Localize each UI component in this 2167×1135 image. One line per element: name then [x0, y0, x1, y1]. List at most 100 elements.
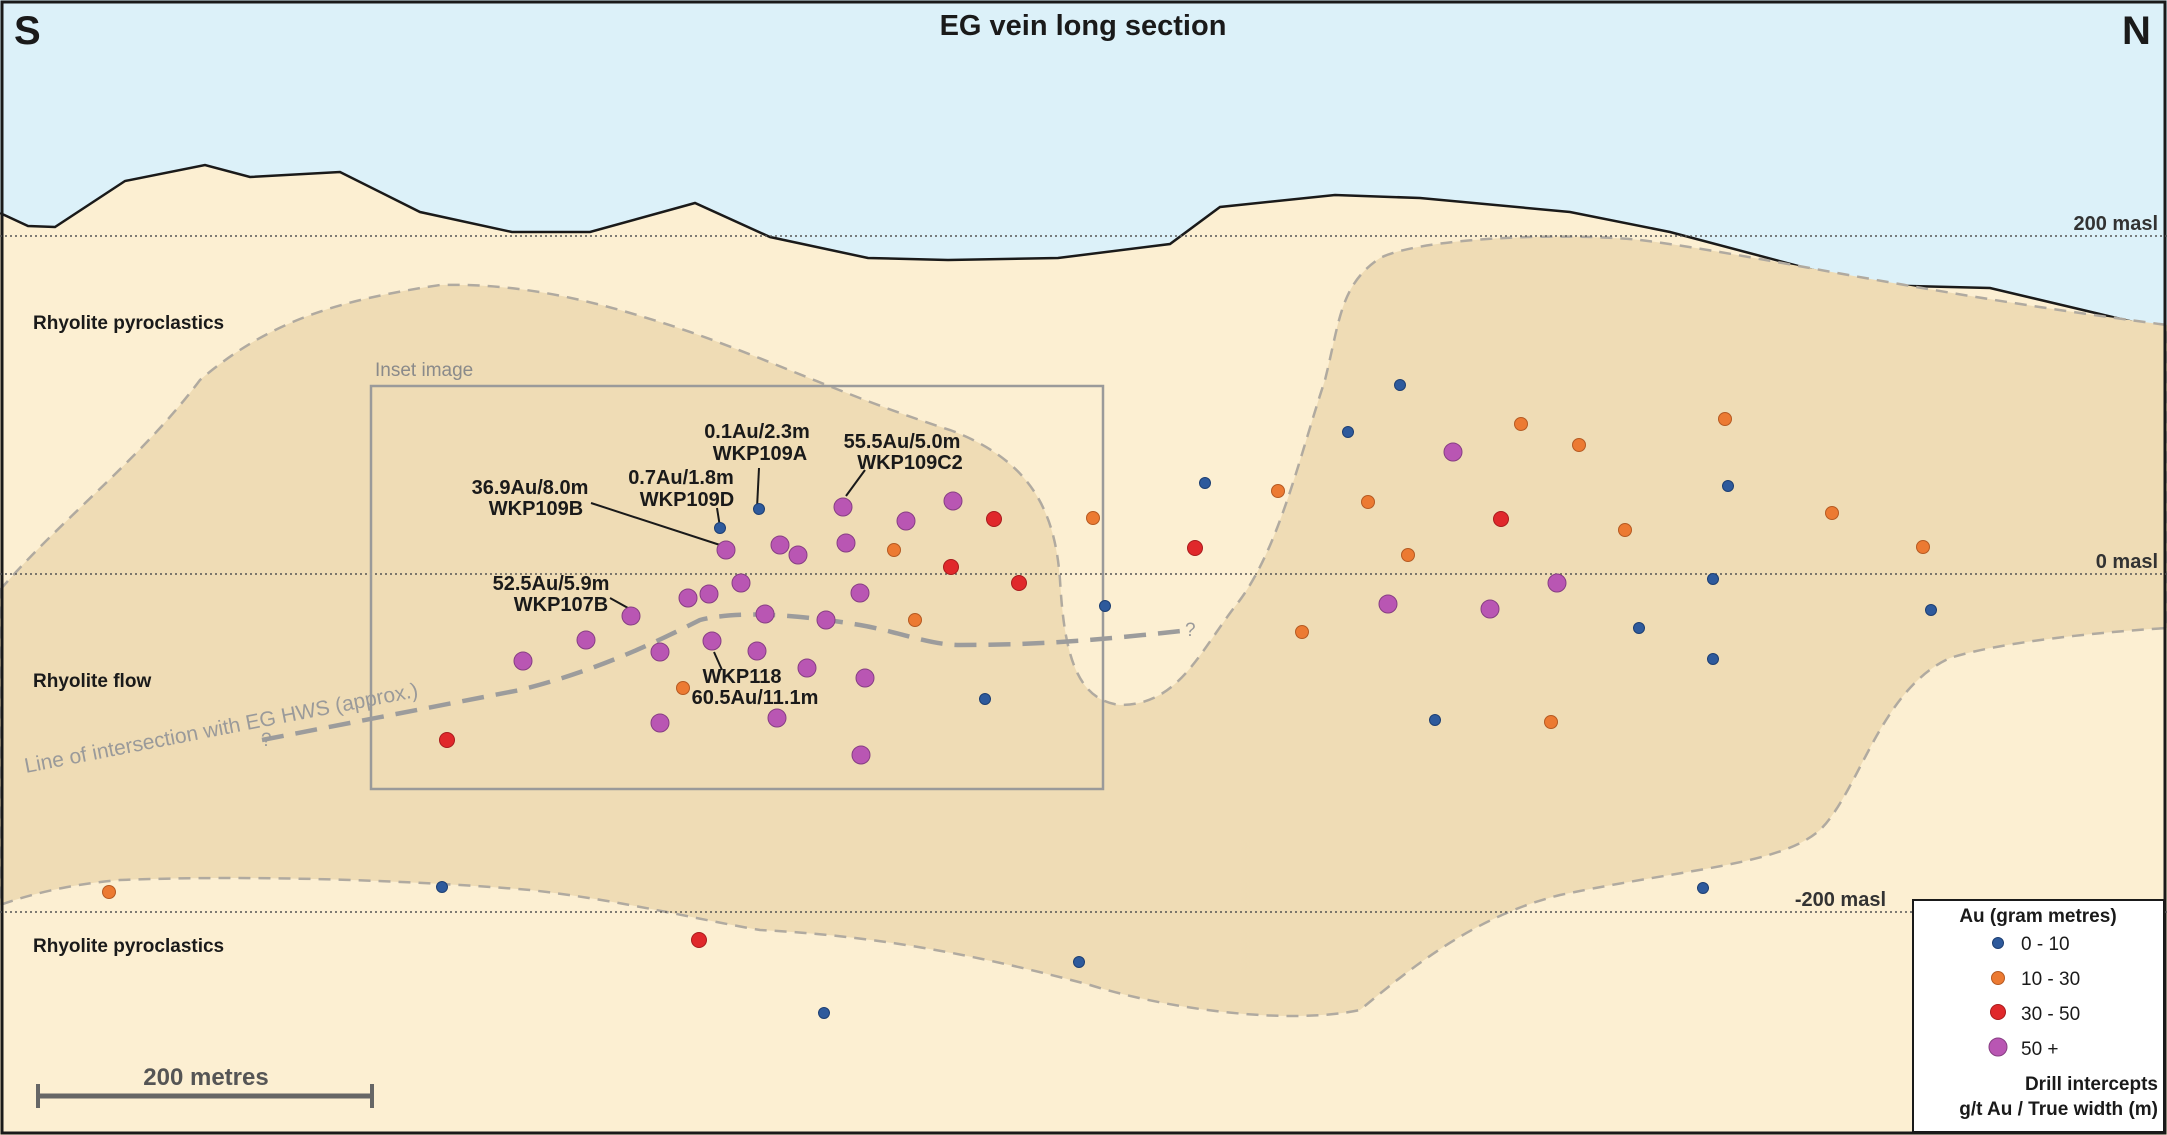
- rhyolite-flow-zone: [0, 235, 2167, 1018]
- intercept-marker-10-30: [887, 543, 901, 557]
- leader-wkp118: [713, 651, 723, 671]
- legend-label-10-30: 10 - 30: [2021, 969, 2080, 990]
- intercept-marker-50-plus: [678, 588, 698, 608]
- intercept-marker-10-30: [1544, 715, 1558, 729]
- intercept-marker-50-plus: [767, 708, 787, 728]
- intercept-marker-30-50: [943, 559, 959, 575]
- intercept-marker-30-50: [1011, 575, 1027, 591]
- intercept-marker-30-50: [1187, 540, 1203, 556]
- scale-bar: 200 metres: [36, 1064, 374, 1108]
- intercept-marker-50-plus: [1378, 594, 1398, 614]
- unit-label-middle: Rhyolite flow: [33, 671, 151, 692]
- figure-title: EG vein long section: [940, 10, 1227, 42]
- intercept-marker-0-10: [1429, 714, 1441, 726]
- intercept-marker-50-plus: [797, 658, 817, 678]
- callout-intercept: 36.9Au/8.0m: [472, 477, 589, 499]
- intercept-marker-0-10: [1199, 477, 1211, 489]
- intercept-marker-50-plus: [770, 535, 790, 555]
- intercept-marker-50-plus: [896, 511, 916, 531]
- unit-label-lower: Rhyolite pyroclastics: [33, 936, 224, 957]
- intercept-marker-30-50: [986, 511, 1002, 527]
- legend-title: Au (gram metres): [1959, 906, 2116, 927]
- intercept-marker-10-30: [676, 681, 690, 695]
- callout-wkp107b: 52.5Au/5.9m WKP107B: [493, 573, 610, 616]
- intercept-marker-50-plus: [747, 641, 767, 661]
- callout-hole: WKP109A: [713, 443, 807, 465]
- intercept-marker-0-10: [714, 522, 726, 534]
- intercept-marker-0-10: [1342, 426, 1354, 438]
- intercept-marker-0-10: [1925, 604, 1937, 616]
- intercept-marker-10-30: [1271, 484, 1285, 498]
- leader-wkp109c2: [845, 469, 866, 497]
- legend-label-50-plus: 50 +: [2021, 1039, 2059, 1060]
- leader-wkp109b: [590, 502, 721, 546]
- intercept-marker-50-plus: [850, 583, 870, 603]
- legend-footer-2: g/t Au / True width (m): [1959, 1099, 2158, 1120]
- intercept-marker-30-50: [1493, 511, 1509, 527]
- intercept-marker-0-10: [1707, 653, 1719, 665]
- leader-wkp107b: [609, 597, 629, 609]
- intercept-marker-10-30: [1401, 548, 1415, 562]
- intercept-marker-10-30: [1514, 417, 1528, 431]
- elevation-label-minus-200: -200 masl: [1795, 889, 1886, 911]
- inset-rectangle: [369, 384, 1105, 791]
- intercept-marker-50-plus: [855, 668, 875, 688]
- intercept-marker-50-plus: [699, 584, 719, 604]
- legend-swatch-0-10: [1992, 937, 2004, 949]
- compass-north: N: [2122, 9, 2151, 53]
- intercept-marker-50-plus: [1547, 573, 1567, 593]
- intercept-marker-10-30: [1825, 506, 1839, 520]
- callout-intercept: 55.5Au/5.0m: [844, 431, 961, 453]
- intercept-marker-50-plus: [1480, 599, 1500, 619]
- intercept-marker-50-plus: [702, 631, 722, 651]
- intercept-marker-0-10: [1697, 882, 1709, 894]
- legend: Au (gram metres) 0 - 10 10 - 30 30 - 50 …: [1912, 899, 2165, 1133]
- topography-line: [0, 163, 2167, 332]
- hws-intersection-line: [261, 612, 1191, 743]
- intercept-marker-0-10: [436, 881, 448, 893]
- callout-intercept: 60.5Au/11.1m: [692, 687, 819, 709]
- elevation-label-200: 200 masl: [2073, 213, 2158, 235]
- callout-wkp118: WKP118 60.5Au/11.1m: [692, 666, 819, 709]
- intercept-marker-50-plus: [833, 497, 853, 517]
- legend-swatch-50-plus: [1988, 1037, 2008, 1057]
- callout-hole: WKP109C2: [857, 452, 963, 474]
- legend-label-0-10: 0 - 10: [2021, 934, 2070, 955]
- intercept-marker-10-30: [1618, 523, 1632, 537]
- intercept-marker-50-plus: [621, 606, 641, 626]
- intercept-marker-50-plus: [788, 545, 808, 565]
- inset-label: Inset image: [375, 360, 473, 381]
- callout-intercept: 0.7Au/1.8m: [628, 467, 734, 489]
- intercept-marker-50-plus: [851, 745, 871, 765]
- callout-intercept: 0.1Au/2.3m: [704, 421, 810, 443]
- intercept-marker-50-plus: [716, 540, 736, 560]
- intercept-marker-10-30: [102, 885, 116, 899]
- intercept-marker-50-plus: [943, 491, 963, 511]
- intercept-marker-0-10: [1394, 379, 1406, 391]
- legend-box: [1912, 899, 2165, 1133]
- intercept-marker-50-plus: [816, 610, 836, 630]
- drill-intercept-markers: [102, 379, 1937, 1019]
- intercept-marker-0-10: [979, 693, 991, 705]
- compass-south: S: [14, 9, 41, 53]
- intercept-marker-0-10: [753, 503, 765, 515]
- unit-label-upper: Rhyolite pyroclastics: [33, 313, 224, 334]
- callout-hole: WKP109D: [640, 489, 734, 511]
- intercept-marker-10-30: [1572, 438, 1586, 452]
- intercept-marker-30-50: [691, 932, 707, 948]
- intercept-marker-10-30: [1086, 511, 1100, 525]
- intercept-marker-0-10: [818, 1007, 830, 1019]
- intercept-marker-10-30: [1295, 625, 1309, 639]
- intercept-marker-50-plus: [755, 604, 775, 624]
- intercept-marker-0-10: [1707, 573, 1719, 585]
- intercept-marker-50-plus: [836, 533, 856, 553]
- leader-wkp109a: [756, 467, 760, 509]
- intercept-marker-10-30: [1718, 412, 1732, 426]
- intercept-marker-50-plus: [650, 713, 670, 733]
- intercept-marker-0-10: [1073, 956, 1085, 968]
- intercept-marker-10-30: [1916, 540, 1930, 554]
- sky-area: [0, 0, 2167, 330]
- elevation-label-0: 0 masl: [2096, 551, 2158, 573]
